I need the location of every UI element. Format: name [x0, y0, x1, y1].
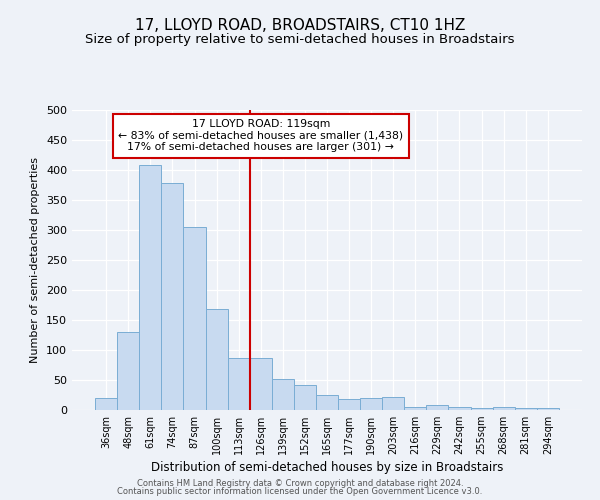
Text: Contains public sector information licensed under the Open Government Licence v3: Contains public sector information licen…	[118, 487, 482, 496]
Bar	[338, 399, 360, 410]
Text: 17 LLOYD ROAD: 119sqm
← 83% of semi-detached houses are smaller (1,438)
17% of s: 17 LLOYD ROAD: 119sqm ← 83% of semi-deta…	[118, 119, 403, 152]
Text: 17, LLOYD ROAD, BROADSTAIRS, CT10 1HZ: 17, LLOYD ROAD, BROADSTAIRS, CT10 1HZ	[135, 18, 465, 32]
Bar	[360, 398, 382, 410]
Bar	[95, 398, 117, 410]
Bar	[404, 407, 427, 410]
Bar	[139, 165, 161, 410]
Text: Contains HM Land Registry data © Crown copyright and database right 2024.: Contains HM Land Registry data © Crown c…	[137, 478, 463, 488]
Bar	[206, 309, 227, 410]
Bar	[537, 408, 559, 410]
Bar	[161, 183, 184, 410]
Bar	[382, 398, 404, 410]
Bar	[493, 407, 515, 410]
Bar	[272, 379, 294, 410]
X-axis label: Distribution of semi-detached houses by size in Broadstairs: Distribution of semi-detached houses by …	[151, 462, 503, 474]
Bar	[117, 332, 139, 410]
Bar	[184, 227, 206, 410]
Y-axis label: Number of semi-detached properties: Number of semi-detached properties	[31, 157, 40, 363]
Bar	[316, 395, 338, 410]
Bar	[515, 408, 537, 410]
Bar	[448, 407, 470, 410]
Bar	[227, 358, 250, 410]
Bar	[250, 358, 272, 410]
Bar	[427, 405, 448, 410]
Text: Size of property relative to semi-detached houses in Broadstairs: Size of property relative to semi-detach…	[85, 32, 515, 46]
Bar	[470, 408, 493, 410]
Bar	[294, 385, 316, 410]
